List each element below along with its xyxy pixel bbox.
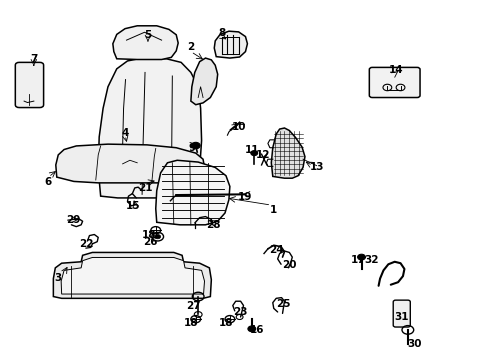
FancyBboxPatch shape bbox=[368, 67, 419, 98]
Polygon shape bbox=[56, 144, 204, 183]
Text: 15: 15 bbox=[126, 201, 140, 211]
Circle shape bbox=[191, 142, 200, 149]
Polygon shape bbox=[113, 26, 178, 59]
Text: 8: 8 bbox=[218, 28, 225, 38]
FancyBboxPatch shape bbox=[392, 300, 409, 327]
Polygon shape bbox=[214, 31, 247, 58]
Circle shape bbox=[247, 326, 255, 332]
Text: 13: 13 bbox=[309, 162, 323, 172]
Polygon shape bbox=[98, 58, 201, 198]
Text: 31: 31 bbox=[393, 312, 408, 322]
Polygon shape bbox=[190, 58, 217, 105]
Text: 6: 6 bbox=[45, 177, 52, 187]
Text: 9: 9 bbox=[188, 143, 196, 153]
Text: 18: 18 bbox=[142, 230, 156, 239]
Text: 27: 27 bbox=[185, 301, 200, 311]
Text: 18: 18 bbox=[219, 319, 233, 328]
Circle shape bbox=[250, 150, 257, 156]
Text: 14: 14 bbox=[387, 65, 402, 75]
Text: 10: 10 bbox=[231, 122, 245, 132]
Text: 2: 2 bbox=[187, 42, 194, 52]
Text: 18: 18 bbox=[183, 319, 198, 328]
Text: 29: 29 bbox=[65, 215, 80, 225]
Text: 22: 22 bbox=[79, 239, 94, 249]
Polygon shape bbox=[61, 257, 204, 294]
Text: 23: 23 bbox=[233, 307, 247, 317]
Text: 32: 32 bbox=[363, 255, 378, 265]
Polygon shape bbox=[271, 128, 305, 178]
Text: 7: 7 bbox=[30, 54, 38, 64]
Text: 11: 11 bbox=[244, 145, 259, 155]
Text: 19: 19 bbox=[238, 192, 252, 202]
Text: 4: 4 bbox=[121, 128, 128, 138]
Polygon shape bbox=[53, 252, 211, 298]
Text: 16: 16 bbox=[249, 325, 264, 335]
Circle shape bbox=[357, 254, 365, 260]
Text: 28: 28 bbox=[205, 220, 220, 230]
Text: 21: 21 bbox=[138, 183, 152, 193]
FancyBboxPatch shape bbox=[15, 62, 43, 108]
Text: 17: 17 bbox=[349, 255, 364, 265]
Text: 12: 12 bbox=[255, 150, 270, 160]
Text: 25: 25 bbox=[276, 299, 290, 309]
Text: 30: 30 bbox=[406, 339, 421, 349]
Circle shape bbox=[155, 234, 160, 239]
Text: 26: 26 bbox=[142, 237, 157, 247]
Text: 24: 24 bbox=[269, 245, 284, 255]
Text: 5: 5 bbox=[144, 30, 151, 40]
Text: 3: 3 bbox=[55, 273, 61, 283]
Polygon shape bbox=[156, 160, 229, 225]
Text: 1: 1 bbox=[269, 206, 277, 216]
Text: 20: 20 bbox=[282, 260, 296, 270]
